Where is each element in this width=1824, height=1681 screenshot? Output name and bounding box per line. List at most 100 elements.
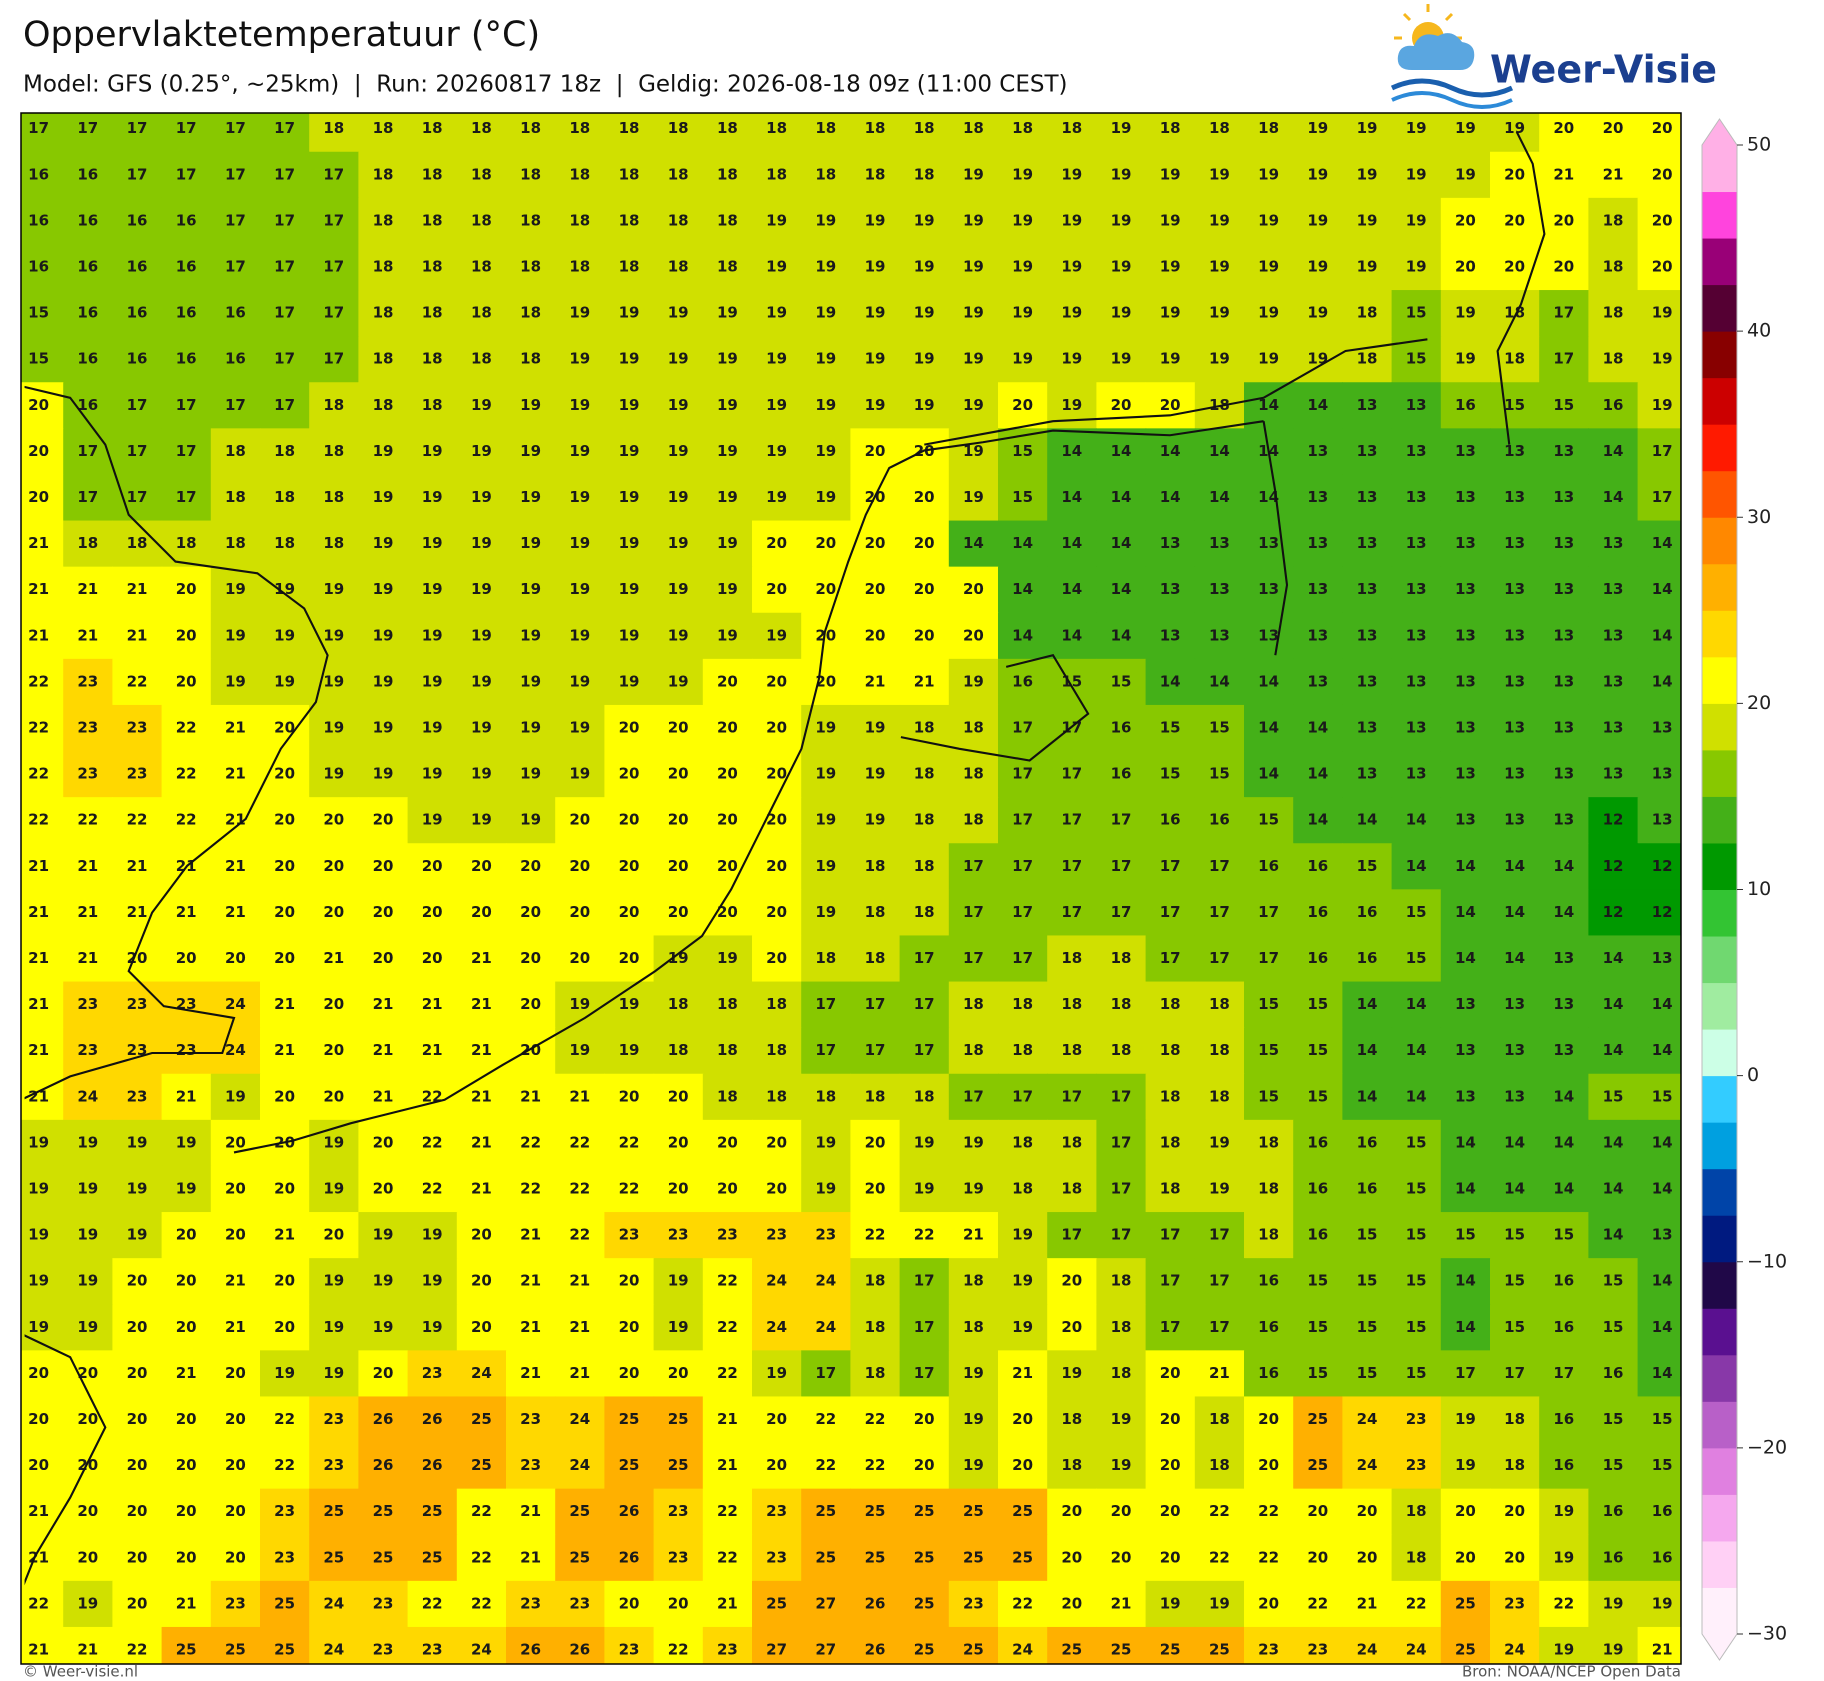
value-label: 18 xyxy=(422,350,443,368)
cell xyxy=(1096,113,1147,153)
value-label: 13 xyxy=(1357,672,1378,690)
value-label: 21 xyxy=(1111,1594,1132,1612)
cell xyxy=(653,1027,704,1075)
value-label: 18 xyxy=(914,1087,935,1105)
value-label: 20 xyxy=(619,857,640,875)
value-label: 21 xyxy=(77,626,98,644)
value-label: 14 xyxy=(1603,442,1624,460)
value-label: 21 xyxy=(176,1594,197,1612)
value-label: 14 xyxy=(1652,580,1673,598)
value-label: 21 xyxy=(963,1226,984,1244)
value-label: 20 xyxy=(1061,1272,1082,1290)
cell xyxy=(1096,843,1147,890)
cell xyxy=(1490,612,1540,660)
cell xyxy=(604,1212,655,1259)
cell xyxy=(506,113,556,153)
cell xyxy=(1244,151,1294,199)
value-label: 21 xyxy=(717,1410,738,1428)
cell xyxy=(948,981,999,1029)
value-label: 19 xyxy=(668,442,689,460)
value-label: 25 xyxy=(668,1456,689,1474)
value-label: 19 xyxy=(1603,1641,1624,1659)
value-label: 19 xyxy=(471,580,492,598)
cell xyxy=(1047,197,1097,245)
cell xyxy=(1637,612,1681,660)
value-label: 14 xyxy=(1209,442,1230,460)
value-label: 24 xyxy=(815,1318,836,1336)
cell xyxy=(801,797,851,844)
value-label: 20 xyxy=(1455,1548,1476,1566)
value-label: 17 xyxy=(176,119,197,137)
value-label: 19 xyxy=(865,258,886,276)
cell xyxy=(1244,113,1294,153)
cell xyxy=(752,520,802,568)
value-label: 21 xyxy=(569,1087,590,1105)
cell xyxy=(555,520,605,568)
cell xyxy=(309,1027,359,1075)
value-label: 13 xyxy=(1406,672,1427,690)
value-label: 17 xyxy=(225,165,246,183)
cell xyxy=(702,197,753,245)
value-label: 14 xyxy=(1652,995,1673,1013)
colorbar-band xyxy=(1702,1075,1737,1123)
cell xyxy=(604,336,655,383)
value-label: 18 xyxy=(1111,1318,1132,1336)
colorbar-band xyxy=(1702,656,1737,704)
value-label: 20 xyxy=(225,1456,246,1474)
value-label: 15 xyxy=(1504,396,1525,414)
cell xyxy=(1391,981,1442,1029)
cell xyxy=(506,843,556,890)
value-label: 19 xyxy=(569,626,590,644)
value-label: 17 xyxy=(1160,1318,1181,1336)
value-label: 19 xyxy=(815,1133,836,1151)
cell xyxy=(506,197,556,245)
cell xyxy=(210,935,261,983)
value-label: 20 xyxy=(569,949,590,967)
value-label: 17 xyxy=(1061,765,1082,783)
cell xyxy=(1293,474,1343,522)
value-label: 18 xyxy=(1012,995,1033,1013)
value-label: 20 xyxy=(766,534,787,552)
cell xyxy=(161,797,212,844)
value-label: 17 xyxy=(77,442,98,460)
value-label: 13 xyxy=(1504,672,1525,690)
cell xyxy=(555,1165,605,1213)
value-label: 19 xyxy=(815,488,836,506)
cell xyxy=(1293,382,1343,429)
value-label: 23 xyxy=(1504,1594,1525,1612)
value-label: 14 xyxy=(1258,765,1279,783)
cell xyxy=(1490,474,1540,522)
cell xyxy=(358,243,409,291)
cell xyxy=(456,1488,507,1536)
cell xyxy=(702,1442,753,1490)
value-label: 20 xyxy=(274,1087,295,1105)
value-label: 22 xyxy=(619,1133,640,1151)
value-label: 12 xyxy=(1603,811,1624,829)
value-label: 17 xyxy=(274,119,295,137)
cell xyxy=(604,520,655,568)
cell xyxy=(506,1258,556,1305)
value-label: 19 xyxy=(1258,211,1279,229)
cell xyxy=(309,1258,359,1305)
value-label: 19 xyxy=(619,995,640,1013)
value-label: 21 xyxy=(77,857,98,875)
value-label: 17 xyxy=(963,857,984,875)
value-label: 20 xyxy=(520,903,541,921)
value-label: 16 xyxy=(1307,857,1328,875)
value-label: 16 xyxy=(28,211,49,229)
value-label: 25 xyxy=(1209,1641,1230,1659)
value-label: 19 xyxy=(1553,1641,1574,1659)
cell xyxy=(456,197,507,245)
value-label: 18 xyxy=(274,534,295,552)
cell xyxy=(1490,290,1540,337)
cell xyxy=(260,1350,310,1398)
value-label: 19 xyxy=(963,1180,984,1198)
colorbar-band xyxy=(1702,191,1737,239)
cell xyxy=(456,1350,507,1398)
cell xyxy=(112,889,163,937)
cell xyxy=(702,336,753,383)
value-label: 16 xyxy=(176,304,197,322)
value-label: 17 xyxy=(1012,1087,1033,1105)
colorbar-band xyxy=(1702,1029,1737,1077)
value-label: 20 xyxy=(815,534,836,552)
